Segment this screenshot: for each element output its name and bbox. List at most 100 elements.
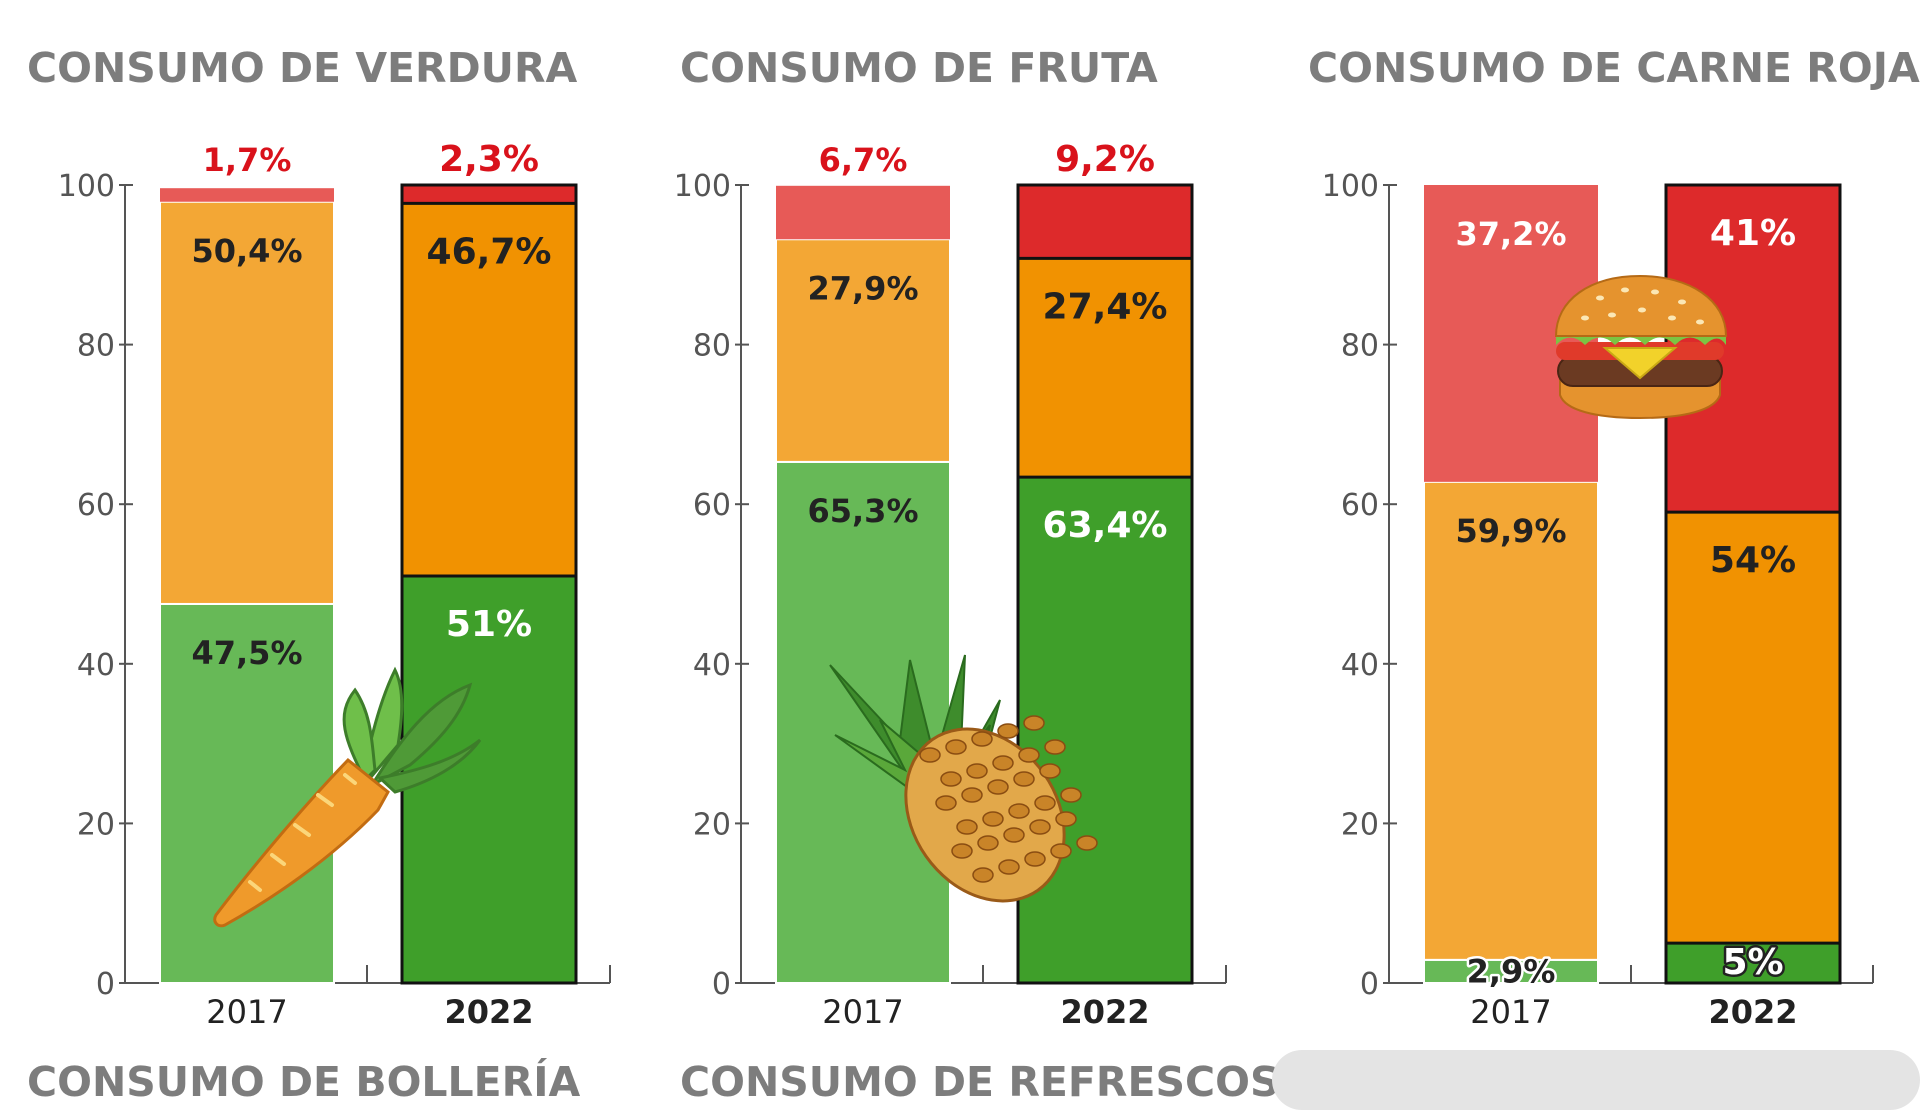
bottom-panel	[1272, 1050, 1920, 1110]
bar-top-2017	[776, 185, 950, 240]
burger-sesame	[1608, 312, 1616, 318]
data-label-bottom-2022: 51%	[446, 604, 532, 645]
bar-outline-2022	[400, 183, 578, 985]
bar-outline-2022	[1664, 183, 1842, 985]
chart-1: 0 20 40 60 80 100 65,3% 27,9% 6,7% 2017 63,4% 27,4%…	[674, 139, 1227, 1031]
carrot-ridge	[343, 773, 357, 785]
chart-title-carne-roja: CONSUMO DE CARNE ROJA	[1308, 44, 1920, 92]
data-label-bottom-2022: 63,4%	[1043, 505, 1168, 546]
x-tick-label-2022: 2022	[444, 993, 533, 1031]
bar-bottom-2022	[1666, 943, 1840, 983]
data-label-top-2017: 6,7%	[819, 141, 908, 179]
burger-sesame	[1651, 289, 1659, 295]
data-label-top-2017: 37,2%	[1455, 215, 1566, 253]
carrot-icon	[213, 666, 482, 928]
data-label-bottom-2017: 65,3%	[807, 492, 918, 530]
pineapple-scale	[1039, 763, 1061, 779]
y-tick-label: 100	[674, 169, 731, 204]
pineapple-scale	[1076, 835, 1098, 851]
carrot-ridge	[293, 823, 311, 837]
carrot-ridge	[316, 793, 334, 807]
y-tick-label: 80	[693, 329, 731, 364]
pineapple-scale	[997, 723, 1019, 739]
data-label-top-2022: 9,2%	[1055, 139, 1155, 180]
burger-bottom-bun	[1559, 379, 1721, 420]
y-tick-label: 80	[77, 329, 115, 364]
data-label-top-2022: 2,3%	[439, 139, 539, 180]
pineapple-scale	[961, 787, 983, 803]
bar-outline-2022	[1016, 183, 1194, 985]
pineapple-scale	[1060, 787, 1082, 803]
bar-top-2022	[402, 185, 576, 204]
y-tick-label: 0	[96, 967, 115, 1002]
data-label-bottom-2017: 47,5%	[191, 634, 302, 672]
burger-sesame	[1638, 307, 1646, 313]
pineapple-scale	[998, 859, 1020, 875]
pineapple-scale	[992, 755, 1014, 771]
chart-title-fruta: CONSUMO DE FRUTA	[680, 44, 1158, 92]
data-label-bottom-2017: 2,9%	[1467, 952, 1556, 990]
carrot-leaf	[342, 687, 377, 783]
pineapple-scale	[977, 835, 999, 851]
pineapple-scale	[1055, 811, 1077, 827]
burger-sesame	[1696, 319, 1704, 325]
x-tick-label-2022: 2022	[1060, 993, 1149, 1031]
carrot-leaf	[376, 738, 482, 794]
data-label-middle-2017: 50,4%	[191, 232, 302, 270]
chart-0: 0 20 40 60 80 100 47,5% 50,4% 1,7% 2017 51% 46,7% 2,…	[58, 139, 611, 1031]
bar-middle-2022	[1018, 258, 1192, 478]
x-tick-label-2022: 2022	[1708, 993, 1797, 1031]
y-tick-label: 20	[1341, 807, 1379, 842]
bar-top-2022	[1018, 185, 1192, 259]
pineapple-scale	[945, 739, 967, 755]
pineapple-scale	[1018, 747, 1040, 763]
burger-sesame	[1668, 315, 1676, 321]
pineapple-scale	[982, 811, 1004, 827]
bottom-title-bolleria: CONSUMO DE BOLLERÍA	[27, 1058, 581, 1106]
y-tick-label: 40	[1341, 648, 1379, 683]
hamburger-icon	[1554, 274, 1728, 420]
pineapple-scale	[940, 771, 962, 787]
pineapple-scale	[1029, 819, 1051, 835]
data-label-top-2017: 1,7%	[203, 141, 292, 179]
data-label-middle-2017: 59,9%	[1455, 512, 1566, 550]
burger-cheese	[1602, 347, 1678, 380]
burger-sesame	[1596, 295, 1604, 301]
y-tick-label: 100	[58, 169, 115, 204]
y-tick-label: 100	[1322, 169, 1379, 204]
bar-middle-2017	[159, 200, 335, 605]
pineapple-scale	[1003, 827, 1025, 843]
bottom-title-refrescos: CONSUMO DE REFRESCOS	[680, 1058, 1280, 1106]
bar-middle-2017	[1423, 480, 1599, 961]
carrot-root	[213, 757, 390, 928]
burger-sesame	[1621, 287, 1629, 293]
y-tick-label: 40	[693, 648, 731, 683]
pineapple-scale	[935, 795, 957, 811]
burger-sesame	[1581, 315, 1589, 321]
data-label-middle-2017: 27,9%	[807, 269, 918, 307]
x-tick-label-2017: 2017	[1470, 993, 1551, 1031]
data-label-middle-2022: 46,7%	[427, 231, 552, 272]
bar-middle-2022	[402, 203, 576, 577]
pineapple-scale	[987, 779, 1009, 795]
pineapple-scale	[966, 763, 988, 779]
pineapple-icon	[829, 654, 1098, 903]
y-tick-label: 20	[77, 807, 115, 842]
y-tick-label: 0	[712, 967, 731, 1002]
pineapple-scale	[1050, 843, 1072, 859]
charts-canvas: 0 20 40 60 80 100 47,5% 50,4% 1,7% 2017 51% 46,7% 2,…	[58, 139, 1874, 1031]
burger-sesame	[1678, 299, 1686, 305]
y-tick-label: 60	[77, 488, 115, 523]
data-label-top-2022: 41%	[1710, 213, 1796, 254]
x-tick-label-2017: 2017	[822, 993, 903, 1031]
y-tick-label: 40	[77, 648, 115, 683]
y-tick-label: 60	[1341, 488, 1379, 523]
x-tick-label-2017: 2017	[206, 993, 287, 1031]
data-label-middle-2022: 54%	[1710, 540, 1796, 581]
pineapple-scale	[1008, 803, 1030, 819]
carrot-ridge	[248, 880, 262, 892]
pineapple-scale	[972, 867, 994, 883]
pineapple-scale	[1013, 771, 1035, 787]
pineapple-scale	[971, 731, 993, 747]
pineapple-scale	[1044, 739, 1066, 755]
